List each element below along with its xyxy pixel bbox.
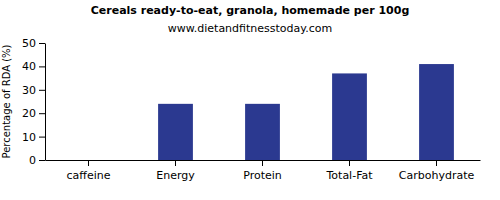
y-tick-label: 0 (29, 154, 36, 167)
y-axis: 0 10 20 30 40 50 (22, 37, 46, 167)
y-tick-mark (39, 66, 45, 67)
title: Cereals ready-to-eat, granola, homemade … (91, 4, 410, 17)
subtitle: www.dietandfitnesstoday.com (168, 22, 332, 35)
y-axis-title: Percentage of RDA (%) (1, 44, 12, 158)
x-tick: Total-Fat (325, 160, 373, 182)
x-tick-label: Energy (156, 169, 195, 182)
y-tick-label: 10 (22, 131, 36, 144)
bar (332, 73, 367, 160)
y-tick-label: 30 (22, 84, 36, 97)
x-tick-mark (262, 160, 263, 166)
x-tick: Carbohydrate (399, 160, 475, 182)
x-tick-label: caffeine (67, 169, 111, 182)
x-tick-mark (88, 160, 89, 166)
y-tick: 0 (29, 154, 45, 167)
x-tick: Protein (243, 160, 282, 182)
y-tick: 10 (22, 131, 45, 144)
x-tick-label: Protein (243, 169, 282, 182)
y-tick: 40 (22, 60, 45, 73)
bar (245, 104, 280, 160)
y-axis-line (45, 44, 46, 161)
x-axis: caffeine Energy Protein Total-Fat Carbohydra… (46, 160, 481, 182)
y-tick: 50 (22, 37, 45, 50)
x-tick-mark (349, 160, 350, 166)
bar (158, 104, 193, 160)
x-tick: Energy (156, 160, 195, 182)
y-tick: 30 (22, 84, 45, 97)
x-tick: caffeine (67, 160, 111, 182)
y-tick-mark (39, 160, 45, 161)
y-tick-mark (39, 90, 45, 91)
y-tick: 20 (22, 107, 45, 120)
y-tick-mark (39, 113, 45, 114)
bars (158, 64, 454, 160)
bar (71, 160, 106, 161)
bar (419, 64, 454, 160)
x-tick-label: Carbohydrate (399, 169, 475, 182)
y-tick-mark (39, 43, 45, 44)
x-tick-label: Total-Fat (325, 169, 373, 182)
x-tick-mark (436, 160, 437, 166)
y-tick-mark (39, 137, 45, 138)
y-tick-label: 20 (22, 107, 36, 120)
y-tick-label: 50 (22, 37, 36, 50)
plot: 0 10 20 30 40 50 caffeine Energy Protein Total-Fa… (22, 37, 481, 182)
chart: Cereals ready-to-eat, granola, homemade … (0, 0, 500, 200)
x-tick-mark (175, 160, 176, 166)
y-tick-label: 40 (22, 60, 36, 73)
